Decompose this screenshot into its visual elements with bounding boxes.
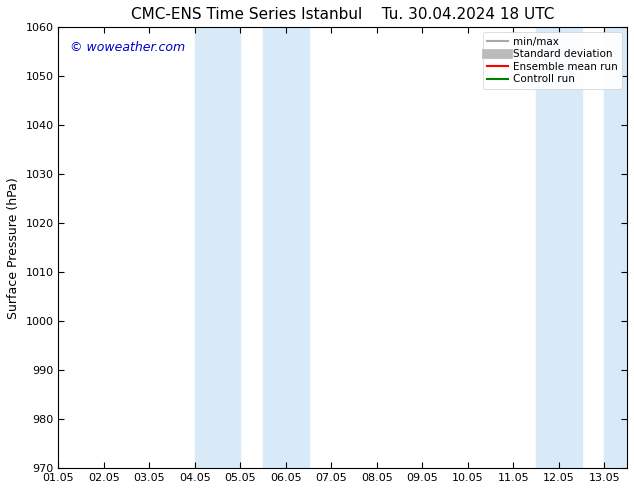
Bar xyxy=(604,27,627,468)
Text: © woweather.com: © woweather.com xyxy=(70,41,185,53)
Y-axis label: Surface Pressure (hPa): Surface Pressure (hPa) xyxy=(7,177,20,318)
Legend: min/max, Standard deviation, Ensemble mean run, Controll run: min/max, Standard deviation, Ensemble me… xyxy=(482,32,622,89)
Title: CMC-ENS Time Series Istanbul    Tu. 30.04.2024 18 UTC: CMC-ENS Time Series Istanbul Tu. 30.04.2… xyxy=(131,7,555,22)
Bar xyxy=(536,27,581,468)
Bar xyxy=(195,27,240,468)
Bar xyxy=(263,27,309,468)
